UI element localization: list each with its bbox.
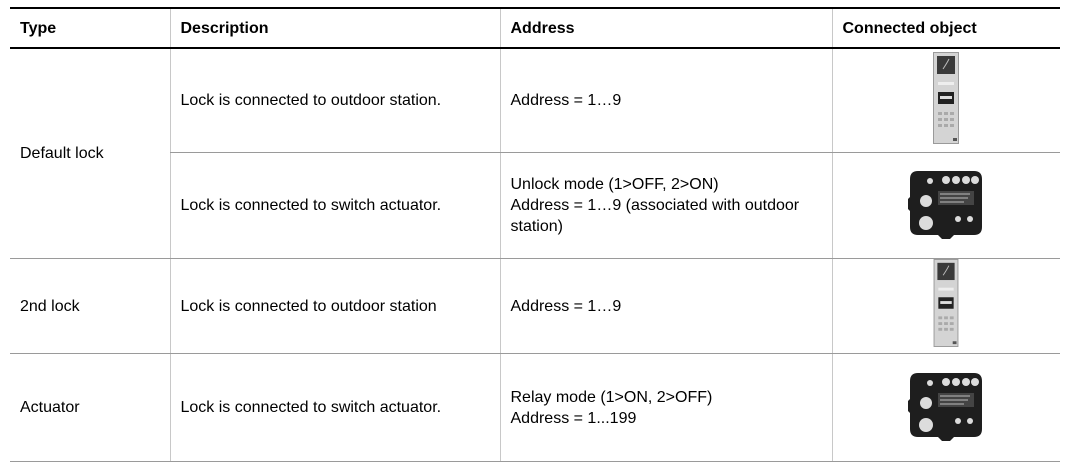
object-cell (831, 152, 1060, 259)
address-line: Address = 1…9 (510, 297, 622, 315)
description-cell: Lock is connected to switch actuator. (169, 353, 500, 462)
address-cell: Relay mode (1>ON, 2>OFF) Address = 1...1… (499, 353, 832, 462)
address-cell: Address = 1…9 (499, 258, 832, 354)
object-cell (831, 48, 1060, 153)
address-line: Address = 1…9 (associated with outdoor s… (510, 197, 800, 235)
type-cell: 2nd lock (10, 258, 170, 354)
outdoor-station-image (933, 259, 959, 347)
type-cell: Actuator (10, 353, 170, 462)
switch-actuator-image (908, 369, 984, 441)
object-cell (831, 258, 1060, 354)
description-cell: Lock is connected to switch actuator. (169, 152, 500, 259)
object-cell (831, 353, 1060, 462)
outdoor-station-image (933, 52, 959, 144)
type-cell: Default lock (10, 48, 170, 259)
description-cell: Lock is connected to outdoor station. (169, 48, 500, 153)
address-line: Address = 1...199 (510, 409, 637, 427)
header-cell: Connected object (831, 7, 1060, 49)
header-cell: Type (10, 7, 170, 49)
switch-actuator-image (908, 167, 984, 239)
address-line: Unlock mode (1>OFF, 2>ON) (510, 176, 719, 193)
address-line: Relay mode (1>ON, 2>OFF) (510, 388, 713, 406)
description-cell: Lock is connected to outdoor station (169, 258, 500, 354)
address-line: Address = 1…9 (510, 92, 622, 109)
address-cell: Unlock mode (1>OFF, 2>ON) Address = 1…9 … (499, 152, 832, 259)
header-cell: Description (169, 7, 500, 49)
header-cell: Address (499, 7, 832, 49)
address-cell: Address = 1…9 (499, 48, 832, 153)
table: Type Description Address Connected objec… (10, 7, 1060, 462)
